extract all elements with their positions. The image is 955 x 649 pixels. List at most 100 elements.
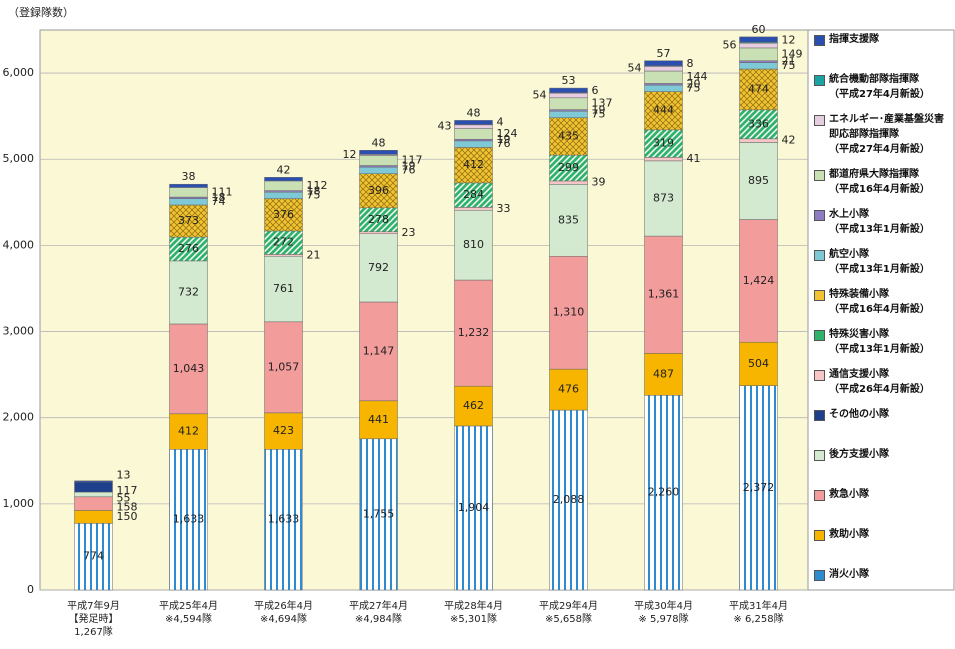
data-label: 150 xyxy=(117,510,138,523)
legend-label: エネルギー･産業基盤災害即応部隊指揮隊 xyxy=(829,114,944,140)
legend-swatch xyxy=(814,450,825,461)
bar-segment xyxy=(169,183,208,188)
bar-segment xyxy=(549,87,588,93)
bar-segment xyxy=(549,255,588,370)
bar-segment xyxy=(264,254,303,257)
data-label: 1,147 xyxy=(363,344,395,357)
bar-segment xyxy=(739,385,778,591)
bar-segment xyxy=(644,160,683,237)
legend-entry: 特殊装備小隊 （平成16年4月新設） xyxy=(814,287,950,317)
bar-segment xyxy=(549,110,588,118)
data-label: 1,361 xyxy=(648,288,680,301)
data-label: 2,088 xyxy=(553,493,585,506)
bar-segment xyxy=(739,47,778,62)
x-tick-label: ※5,301隊 xyxy=(450,612,497,625)
bar-segment xyxy=(739,219,778,343)
bar-segment xyxy=(454,124,493,129)
legend-swatch xyxy=(814,570,825,581)
data-label: 1,633 xyxy=(173,513,205,526)
data-label: 117 xyxy=(117,484,138,497)
bar-segment xyxy=(644,83,683,86)
legend-swatch xyxy=(814,330,825,341)
data-label: 4 xyxy=(497,116,504,129)
legend-note: （平成13年1月新設） xyxy=(829,264,930,275)
legend-label: 水上小隊 xyxy=(829,209,869,220)
data-label: 873 xyxy=(653,191,674,204)
bar-segment xyxy=(549,368,588,411)
data-label: 13 xyxy=(117,468,131,481)
x-tick-label: ※ 6,258隊 xyxy=(733,612,783,625)
data-label: 21 xyxy=(307,248,321,261)
data-label: 761 xyxy=(273,282,294,295)
bar-segment xyxy=(549,97,588,110)
data-label: 53 xyxy=(562,74,576,87)
bar-segment xyxy=(739,62,778,70)
bar-segment xyxy=(549,154,588,182)
legend-entry: 統合機動部隊指揮隊 （平成27年4月新設） xyxy=(814,72,950,102)
legend-label: 消火小隊 xyxy=(829,569,869,580)
bar-segment xyxy=(644,70,683,84)
data-label: 117 xyxy=(402,153,423,166)
y-tick-label: 5,000 xyxy=(3,152,35,165)
x-tick-label: 1,267隊 xyxy=(74,625,113,638)
data-label: 476 xyxy=(558,383,579,396)
bar-segment xyxy=(739,60,778,63)
data-label: 487 xyxy=(653,367,674,380)
bar-segment xyxy=(644,84,683,92)
legend-entry: 救急小隊 xyxy=(814,487,950,502)
plot-area xyxy=(39,29,809,591)
x-tick-label: 平成25年4月 xyxy=(159,599,218,612)
data-label: 376 xyxy=(273,208,294,221)
legend-entry: 消火小隊 xyxy=(814,567,950,582)
bar-segment xyxy=(454,140,493,148)
legend-entry: 水上小隊 （平成13年1月新設） xyxy=(814,207,950,237)
bar-segment xyxy=(359,301,398,402)
legend-swatch xyxy=(814,210,825,221)
bar-segment xyxy=(359,173,398,209)
data-label: 55 xyxy=(117,491,131,504)
bar-segment xyxy=(264,191,303,199)
bar-segment xyxy=(549,92,588,99)
legend-label: 航空小隊 xyxy=(829,249,869,260)
legend-entry: 航空小隊 （平成13年1月新設） xyxy=(814,247,950,277)
bar-segment xyxy=(359,150,398,155)
data-label: 39 xyxy=(592,176,606,189)
bar-segment xyxy=(359,166,398,174)
data-label: 462 xyxy=(463,399,484,412)
bar-segment xyxy=(454,209,493,281)
data-label: 76 xyxy=(497,137,511,150)
bar-segment xyxy=(644,157,683,162)
legend-swatch xyxy=(814,530,825,541)
x-tick-label: 平成7年9月 xyxy=(67,599,120,612)
data-label: 423 xyxy=(273,424,294,437)
data-label: 2,372 xyxy=(743,481,775,494)
legend-label: 通信支援小隊 xyxy=(829,369,889,380)
y-tick-label: 3,000 xyxy=(3,325,35,338)
legend-label: 都道府県大隊指揮隊 xyxy=(829,169,919,180)
x-tick-label: 平成27年4月 xyxy=(349,599,408,612)
legend-label: 救助小隊 xyxy=(829,529,869,540)
bar-segment xyxy=(359,438,398,591)
bar-segment xyxy=(454,147,493,184)
data-label: 6 xyxy=(592,84,599,97)
bar-segment xyxy=(739,109,778,140)
x-tick-label: 平成31年4月 xyxy=(729,599,788,612)
bar-segment xyxy=(644,91,683,131)
legend-entry: 特殊災害小隊 （平成13年1月新設） xyxy=(814,327,950,357)
data-label: 1,232 xyxy=(458,326,490,339)
bar-segment xyxy=(549,117,588,156)
data-label: 19 xyxy=(592,103,606,116)
legend-entry: 指揮支援隊 xyxy=(814,32,950,47)
data-label: 12 xyxy=(343,148,357,161)
x-tick-label: ※ 5,978隊 xyxy=(638,612,688,625)
bar-segment xyxy=(264,177,303,182)
data-label: 792 xyxy=(368,261,389,274)
data-label: 19 xyxy=(402,159,416,172)
legend-note: （平成13年1月新設） xyxy=(829,224,930,235)
x-tick-label: 平成28年4月 xyxy=(444,599,503,612)
data-label: 444 xyxy=(653,104,674,117)
bar-segment xyxy=(454,120,493,125)
